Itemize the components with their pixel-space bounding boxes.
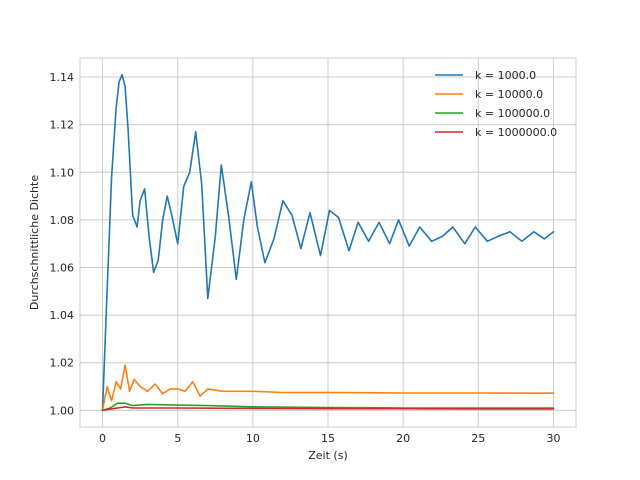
x-axis-label: Zeit (s) — [308, 449, 347, 462]
y-tick-label: 1.00 — [50, 404, 75, 417]
x-tick-label: 0 — [99, 432, 106, 445]
legend-entry-label: k = 100000.0 — [475, 107, 550, 120]
x-tick-label: 10 — [246, 432, 260, 445]
y-tick-label: 1.08 — [50, 214, 75, 227]
y-tick-label: 1.10 — [50, 166, 75, 179]
series-line-2 — [101, 364, 555, 412]
x-tick-label: 5 — [174, 432, 181, 445]
series-line-4 — [101, 405, 555, 412]
y-tick-label: 1.06 — [50, 261, 75, 274]
y-axis-ticks: 1.00 1.02 1.04 1.06 1.08 1.10 1.12 1.14 — [50, 71, 75, 417]
series-line-1 — [101, 73, 555, 412]
y-axis-label: Durchschnittliche Dichte — [28, 175, 41, 310]
x-tick-label: 30 — [546, 432, 560, 445]
legend-entry-label: k = 1000000.0 — [475, 126, 557, 139]
x-axis-ticks: 0 5 10 15 20 25 30 — [99, 432, 560, 445]
legend-entry-label: k = 10000.0 — [475, 88, 543, 101]
y-tick-label: 1.12 — [50, 119, 75, 132]
series-layer — [101, 73, 555, 412]
x-gridlines — [102, 58, 554, 427]
y-tick-label: 1.04 — [50, 309, 75, 322]
x-tick-label: 20 — [396, 432, 410, 445]
x-tick-label: 15 — [321, 432, 335, 445]
plot-frame — [79, 57, 577, 428]
y-tick-label: 1.14 — [50, 71, 75, 84]
legend-entry-label: k = 1000.0 — [475, 69, 536, 82]
x-tick-label: 25 — [471, 432, 485, 445]
plot-area — [79, 57, 577, 428]
legend: k = 1000.0 k = 10000.0 k = 100000.0 k = 100… — [435, 69, 557, 139]
y-tick-label: 1.02 — [50, 357, 75, 370]
